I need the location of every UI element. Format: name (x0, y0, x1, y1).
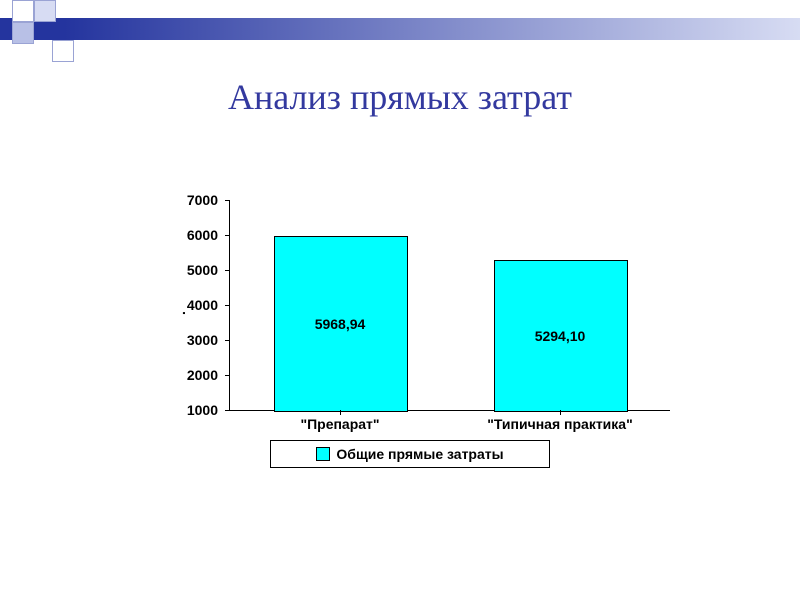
x-tick-label: "Типичная практика" (450, 416, 670, 432)
accent-square (12, 0, 34, 22)
accent-square (52, 40, 74, 62)
y-tick-label: 2000 (160, 367, 218, 383)
page-title-text: Анализ прямых затрат (228, 77, 572, 117)
y-tick-label: 1000 (160, 402, 218, 418)
bar-value-label: 5294,10 (494, 328, 626, 344)
bar-value-label: 5968,94 (274, 316, 406, 332)
accent-square (12, 22, 34, 44)
header-accent-squares (12, 0, 72, 60)
y-tick-label: 7000 (160, 192, 218, 208)
bar-chart: . Общие прямые затраты 10002000300040005… (160, 190, 680, 510)
y-tick-label: 5000 (160, 262, 218, 278)
y-tick-label: 3000 (160, 332, 218, 348)
y-tick-label: 6000 (160, 227, 218, 243)
slide: Анализ прямых затрат . Общие прямые затр… (0, 0, 800, 600)
x-tick-mark (340, 410, 341, 415)
page-title: Анализ прямых затрат (0, 76, 800, 118)
header-accent-bar (0, 18, 800, 40)
x-tick-mark (560, 410, 561, 415)
chart-legend: Общие прямые затраты (270, 440, 550, 468)
y-tick-label: 4000 (160, 297, 218, 313)
x-tick-label: "Препарат" (230, 416, 450, 432)
legend-swatch-icon (316, 447, 330, 461)
y-axis-line (229, 200, 230, 410)
accent-square (34, 0, 56, 22)
legend-label: Общие прямые затраты (336, 446, 503, 462)
